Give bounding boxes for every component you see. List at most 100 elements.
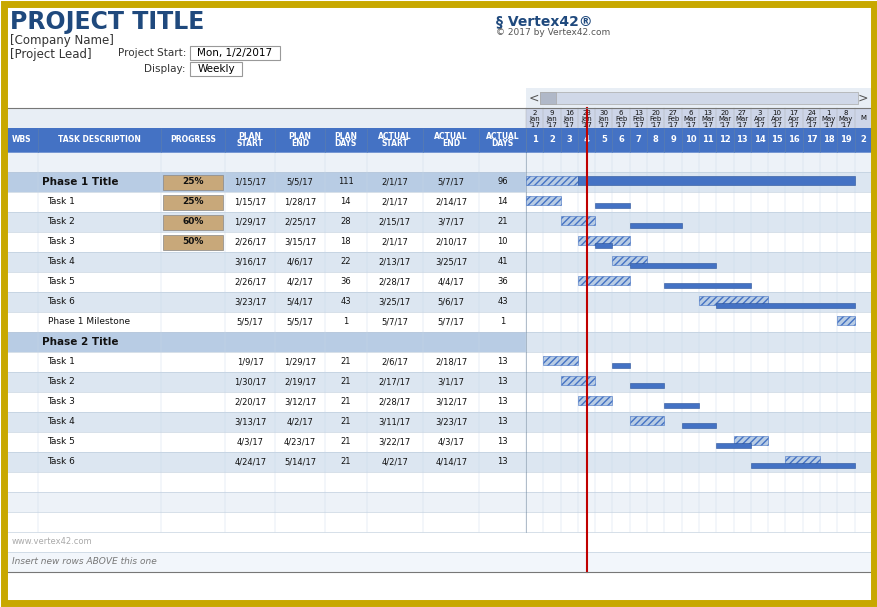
Text: Phase 2 Title: Phase 2 Title <box>41 337 118 347</box>
Bar <box>162 234 223 249</box>
Bar <box>6 292 525 312</box>
Text: '17: '17 <box>684 122 695 128</box>
Text: 3/1/17: 3/1/17 <box>438 378 464 387</box>
Text: 21: 21 <box>340 398 351 407</box>
Bar <box>525 195 560 205</box>
Bar <box>6 352 525 372</box>
Text: 4/3/17: 4/3/17 <box>237 438 263 447</box>
Bar <box>6 432 525 452</box>
Text: 4: 4 <box>583 135 588 144</box>
Text: '17: '17 <box>545 122 557 128</box>
Bar <box>525 232 871 252</box>
Bar <box>785 456 819 465</box>
Text: 1/15/17: 1/15/17 <box>234 197 266 206</box>
Text: 2/19/17: 2/19/17 <box>283 378 316 387</box>
Text: '17: '17 <box>753 122 764 128</box>
Text: May: May <box>838 116 852 122</box>
Bar <box>6 252 525 272</box>
Text: 4/2/17: 4/2/17 <box>286 418 313 427</box>
Text: 96: 96 <box>497 177 508 186</box>
Bar <box>6 492 525 512</box>
Text: 3/16/17: 3/16/17 <box>234 257 266 266</box>
Text: 2/14/17: 2/14/17 <box>435 197 467 206</box>
Text: 3/13/17: 3/13/17 <box>234 418 266 427</box>
Bar <box>525 332 871 352</box>
Bar <box>525 312 871 332</box>
Text: Phase 1 Milestone: Phase 1 Milestone <box>47 317 130 327</box>
Bar <box>6 152 525 172</box>
Text: Project Start:: Project Start: <box>118 48 186 58</box>
Text: 8: 8 <box>652 135 658 144</box>
Text: 13: 13 <box>497 458 508 467</box>
Text: 8: 8 <box>843 110 847 116</box>
Text: 2/26/17: 2/26/17 <box>234 237 266 246</box>
Bar <box>162 214 223 229</box>
Text: 21: 21 <box>340 378 351 387</box>
Text: 4/2/17: 4/2/17 <box>286 277 313 287</box>
Text: 5/7/17: 5/7/17 <box>438 177 464 186</box>
Bar <box>6 532 871 552</box>
Text: START: START <box>381 139 408 148</box>
Text: 6: 6 <box>688 110 692 116</box>
Text: 50%: 50% <box>182 237 203 246</box>
Text: 13: 13 <box>736 135 747 144</box>
Text: 3/12/17: 3/12/17 <box>283 398 316 407</box>
Text: 43: 43 <box>497 297 508 307</box>
Text: '17: '17 <box>615 122 626 128</box>
Text: Task 6: Task 6 <box>47 458 75 467</box>
Bar <box>525 352 871 372</box>
Text: PLAN: PLAN <box>239 132 261 141</box>
Text: © 2017 by Vertex42.com: © 2017 by Vertex42.com <box>496 28 610 37</box>
Text: Mon, 1/2/2017: Mon, 1/2/2017 <box>197 48 272 58</box>
Text: 4/24/17: 4/24/17 <box>234 458 266 467</box>
Text: ACTUAL: ACTUAL <box>434 132 467 141</box>
Text: 4/2/17: 4/2/17 <box>381 458 408 467</box>
Bar <box>525 172 871 192</box>
Text: 2/10/17: 2/10/17 <box>435 237 467 246</box>
Text: 3/25/17: 3/25/17 <box>435 257 467 266</box>
Text: Jan: Jan <box>598 116 609 122</box>
Text: Feb: Feb <box>614 116 626 122</box>
Bar <box>6 472 525 492</box>
Text: 2/1/17: 2/1/17 <box>381 237 408 246</box>
Text: Display:: Display: <box>145 64 186 74</box>
Bar <box>525 192 871 212</box>
Text: 25%: 25% <box>182 197 203 206</box>
Text: 1/29/17: 1/29/17 <box>283 358 316 367</box>
Bar <box>6 392 525 412</box>
Text: Mar: Mar <box>701 116 713 122</box>
Text: 2/18/17: 2/18/17 <box>435 358 467 367</box>
Text: Apr: Apr <box>770 116 782 122</box>
Text: 2/17/17: 2/17/17 <box>378 378 410 387</box>
Text: 25%: 25% <box>182 177 203 186</box>
Text: 41: 41 <box>497 257 508 266</box>
Bar <box>6 212 525 232</box>
Text: 5: 5 <box>600 135 606 144</box>
Bar <box>6 232 525 252</box>
Text: 2: 2 <box>548 135 554 144</box>
Text: 15: 15 <box>770 135 781 144</box>
Bar <box>539 92 555 104</box>
Text: 27: 27 <box>668 110 677 116</box>
Text: 3/15/17: 3/15/17 <box>283 237 316 246</box>
Text: 3: 3 <box>566 135 572 144</box>
Text: www.vertex42.com: www.vertex42.com <box>12 538 92 546</box>
Text: Task 1: Task 1 <box>47 197 75 206</box>
Bar <box>6 108 871 572</box>
Text: Apr: Apr <box>788 116 799 122</box>
Bar <box>6 192 525 212</box>
Text: END: END <box>290 139 309 148</box>
Text: '17: '17 <box>702 122 712 128</box>
Text: '17: '17 <box>667 122 678 128</box>
Text: PLAN: PLAN <box>289 132 311 141</box>
Text: Mar: Mar <box>735 116 748 122</box>
Bar <box>629 416 664 425</box>
Text: 27: 27 <box>737 110 745 116</box>
Text: 13: 13 <box>702 110 711 116</box>
Bar <box>577 276 629 285</box>
Bar <box>577 236 629 245</box>
Text: 7: 7 <box>635 135 640 144</box>
Text: 2/1/17: 2/1/17 <box>381 197 408 206</box>
Text: '17: '17 <box>718 122 730 128</box>
Text: 6: 6 <box>618 110 623 116</box>
